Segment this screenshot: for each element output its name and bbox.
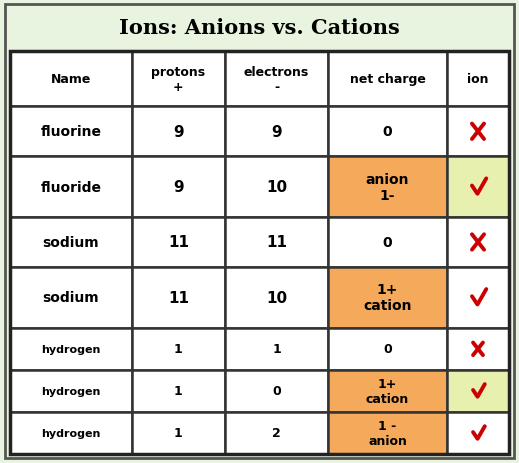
Bar <box>447 107 509 157</box>
Bar <box>447 412 509 454</box>
Bar <box>132 328 225 370</box>
Bar <box>328 267 447 328</box>
Text: 0: 0 <box>272 385 281 398</box>
Bar <box>10 52 132 107</box>
Text: hydrogen: hydrogen <box>42 344 101 354</box>
Text: Name: Name <box>51 73 91 86</box>
Text: fluorine: fluorine <box>40 125 101 139</box>
Text: Ions: Anions vs. Cations: Ions: Anions vs. Cations <box>119 18 400 38</box>
Bar <box>225 412 328 454</box>
Text: fluoride: fluoride <box>40 180 101 194</box>
Text: 9: 9 <box>271 125 282 139</box>
Text: 0: 0 <box>383 236 392 250</box>
Bar <box>10 218 132 267</box>
Bar <box>10 370 132 412</box>
Text: 0: 0 <box>383 343 392 356</box>
Bar <box>328 218 447 267</box>
Text: sodium: sodium <box>43 236 99 250</box>
Text: 0: 0 <box>383 125 392 139</box>
Bar <box>225 267 328 328</box>
Bar <box>132 157 225 218</box>
Bar <box>132 267 225 328</box>
Text: protons
+: protons + <box>152 66 206 94</box>
Bar <box>10 328 132 370</box>
Text: anion
1-: anion 1- <box>366 172 409 202</box>
Text: 1: 1 <box>272 343 281 356</box>
Bar <box>132 52 225 107</box>
Bar <box>447 267 509 328</box>
Bar <box>447 328 509 370</box>
Bar <box>132 107 225 157</box>
Bar <box>225 370 328 412</box>
Text: sodium: sodium <box>43 291 99 305</box>
Bar <box>447 52 509 107</box>
Bar <box>447 370 509 412</box>
Bar <box>10 52 509 454</box>
Bar <box>132 412 225 454</box>
Bar <box>132 218 225 267</box>
Bar <box>328 157 447 218</box>
Text: electrons
-: electrons - <box>244 66 309 94</box>
Text: 11: 11 <box>168 290 189 305</box>
Bar <box>10 267 132 328</box>
Bar <box>10 157 132 218</box>
Text: 11: 11 <box>266 235 287 250</box>
Bar <box>10 107 132 157</box>
Bar <box>10 52 509 454</box>
Bar <box>328 370 447 412</box>
Text: 1 -
anion: 1 - anion <box>368 419 407 447</box>
Text: hydrogen: hydrogen <box>42 428 101 438</box>
Text: 2: 2 <box>272 426 281 439</box>
Bar <box>10 412 132 454</box>
Bar <box>328 412 447 454</box>
Text: 1: 1 <box>174 385 183 398</box>
Text: net charge: net charge <box>350 73 426 86</box>
Text: 10: 10 <box>266 180 287 195</box>
Bar <box>225 52 328 107</box>
Text: 11: 11 <box>168 235 189 250</box>
Bar <box>225 157 328 218</box>
Text: 9: 9 <box>173 125 184 139</box>
Text: 1: 1 <box>174 343 183 356</box>
Bar <box>328 328 447 370</box>
Text: 1: 1 <box>174 426 183 439</box>
Bar <box>225 107 328 157</box>
Bar <box>132 370 225 412</box>
Bar <box>447 157 509 218</box>
Text: hydrogen: hydrogen <box>42 386 101 396</box>
Text: 9: 9 <box>173 180 184 195</box>
Bar <box>225 328 328 370</box>
Text: ion: ion <box>467 73 489 86</box>
Text: 1+
cation: 1+ cation <box>363 282 412 313</box>
Bar <box>328 52 447 107</box>
Bar <box>447 218 509 267</box>
Text: 1+
cation: 1+ cation <box>366 377 409 405</box>
Bar <box>225 218 328 267</box>
Text: 10: 10 <box>266 290 287 305</box>
Bar <box>328 107 447 157</box>
